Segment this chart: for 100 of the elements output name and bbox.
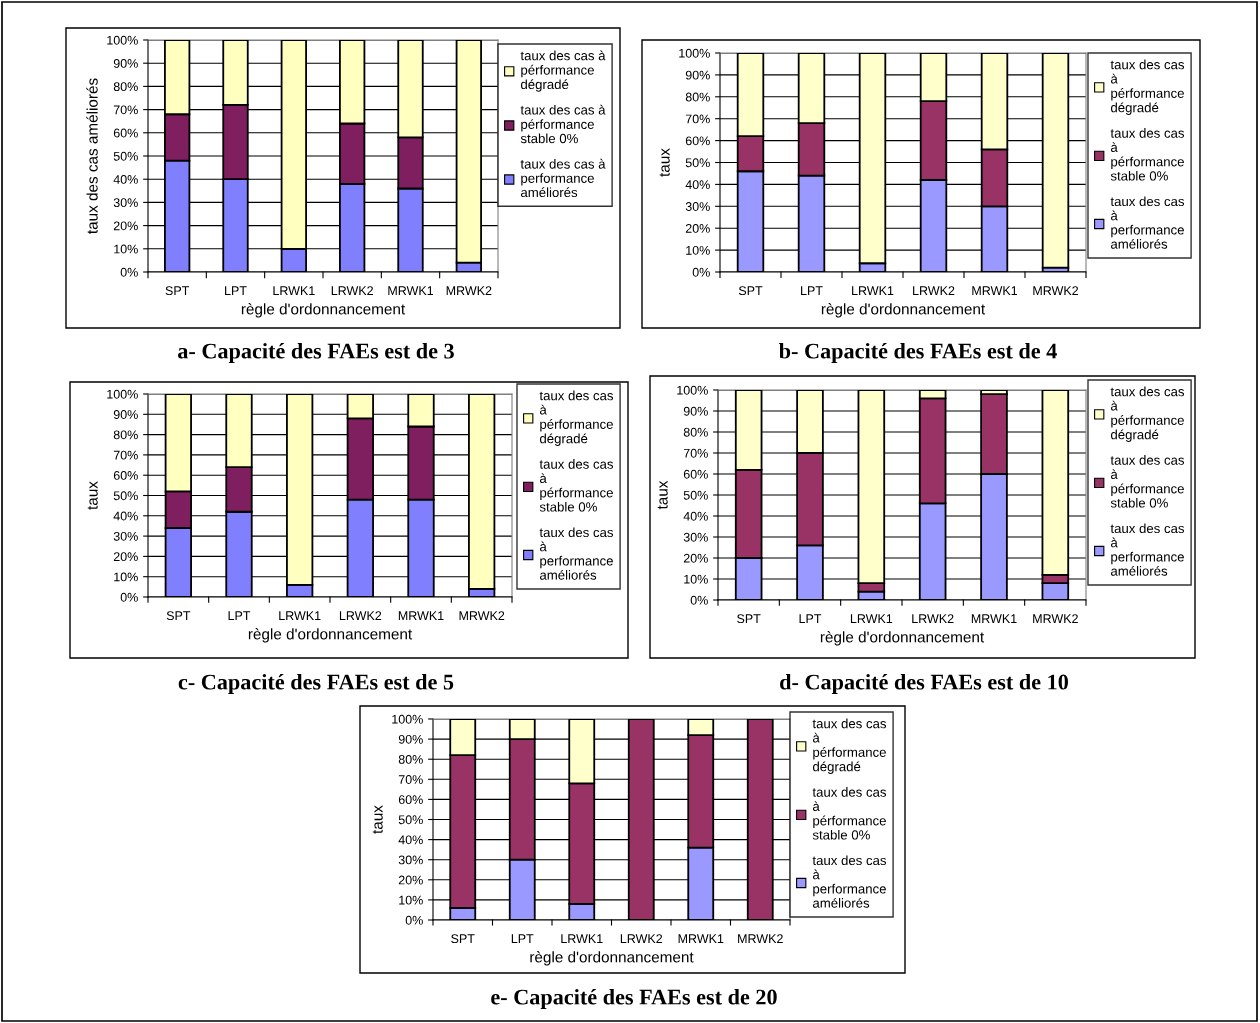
y-tick-label: 30%: [113, 198, 138, 208]
y-tick-label: 80%: [685, 92, 710, 102]
x-tick-label: LRWK2: [912, 614, 954, 623]
y-tick-label: 70%: [113, 450, 138, 460]
x-tick-label: SPT: [165, 286, 190, 296]
x-axis-title: règle d'ordonnancement: [248, 628, 413, 643]
y-tick-label: 30%: [683, 532, 708, 542]
y-tick-label: 50%: [113, 151, 138, 161]
y-tick-label: 40%: [113, 175, 138, 184]
y-tick-label: 70%: [398, 775, 423, 784]
legend-label: taux des cas à pérformance dégradé: [1110, 386, 1185, 442]
x-tick-label: LRWK2: [331, 286, 373, 295]
legend-label: taux des cas à performance améliorés: [812, 855, 887, 908]
legend-label: taux des cas à performance améliorés: [1110, 523, 1185, 576]
x-tick-label: LPT: [225, 286, 247, 295]
legend-label: taux des cas à pérformance stable 0%: [539, 459, 614, 512]
x-tick-label: LRWK1: [561, 934, 603, 943]
y-tick-label: 60%: [685, 136, 710, 146]
x-axis-title: règle d'ordonnancement: [821, 303, 986, 318]
legend-label: taux des cas à pérformance stable 0%: [520, 104, 606, 144]
y-tick-label: 0%: [690, 595, 708, 605]
legend-label: taux des cas à pérformance dégradé: [812, 718, 887, 774]
legend-label: taux des cas à performance améliorés: [520, 158, 606, 198]
x-tick-label: LRWK1: [279, 611, 321, 620]
x-tick-label: MRWK2: [446, 286, 492, 295]
y-axis-title: taux: [657, 480, 668, 510]
y-tick-label: 40%: [683, 511, 708, 521]
y-axis-title: taux: [372, 805, 383, 834]
x-tick-label: MRWK1: [678, 934, 724, 943]
y-tick-label: 20%: [398, 875, 423, 885]
legend-label: taux des cas à pérformance stable 0%: [1110, 128, 1185, 181]
y-tick-label: 40%: [685, 180, 710, 190]
y-tick-label: 100%: [107, 389, 138, 399]
y-axis-title: taux: [659, 148, 670, 177]
x-tick-label: SPT: [738, 286, 763, 296]
x-tick-label: SPT: [166, 611, 191, 621]
y-tick-label: 90%: [398, 734, 423, 744]
text: b- Capacité des FAEs est de 4: [778, 342, 1057, 364]
x-tick-label: LRWK2: [339, 611, 382, 620]
x-tick-label: LPT: [799, 614, 822, 623]
x-tick-label: LPT: [801, 286, 823, 295]
legend-label: taux des cas à performance améliorés: [1110, 196, 1185, 249]
legend-label: taux des cas à pérformance stable 0%: [812, 787, 887, 840]
y-tick-label: 90%: [685, 70, 710, 80]
y-tick-label: 100%: [392, 714, 423, 724]
y-tick-label: 10%: [686, 245, 710, 255]
y-tick-label: 20%: [685, 224, 710, 233]
text: c- Capacité des FAEs est de 5: [178, 673, 454, 695]
y-tick-label: 100%: [677, 385, 708, 395]
x-tick-label: MRWK1: [388, 286, 434, 295]
y-tick-label: 30%: [113, 531, 138, 541]
y-tick-label: 0%: [120, 267, 138, 277]
y-tick-label: 20%: [113, 221, 138, 231]
x-tick-label: LRWK1: [273, 286, 315, 295]
y-tick-label: 10%: [114, 244, 138, 254]
y-tick-label: 70%: [113, 105, 138, 115]
y-tick-label: 10%: [684, 574, 708, 584]
y-tick-label: 80%: [398, 755, 423, 764]
text: a- Capacité des FAEs est de 3: [178, 342, 454, 364]
y-tick-label: 50%: [685, 158, 710, 168]
y-tick-label: 0%: [120, 592, 138, 602]
y-tick-label: 90%: [683, 406, 708, 416]
x-tick-label: MRWK1: [971, 614, 1017, 623]
text: d- Capacité des FAEs est de 10: [780, 673, 1068, 695]
y-tick-label: 20%: [683, 553, 708, 563]
y-axis-title: taux des cas améliorés: [86, 78, 98, 234]
y-tick-label: 50%: [398, 815, 423, 825]
y-tick-label: 30%: [685, 202, 710, 211]
y-tick-label: 60%: [683, 469, 708, 479]
y-tick-label: 100%: [107, 35, 138, 45]
y-tick-label: 40%: [113, 511, 138, 521]
y-tick-label: 50%: [683, 490, 708, 500]
x-tick-label: LRWK1: [850, 614, 893, 623]
x-tick-label: MRWK1: [398, 611, 444, 620]
x-tick-label: SPT: [451, 934, 475, 944]
y-tick-label: 40%: [398, 835, 423, 845]
y-tick-label: 20%: [113, 552, 138, 562]
x-tick-label: LRWK2: [913, 286, 955, 295]
y-tick-label: 10%: [399, 895, 423, 905]
y-tick-label: 80%: [113, 82, 138, 92]
y-tick-label: 70%: [683, 448, 708, 458]
x-tick-label: LPT: [511, 934, 534, 943]
x-tick-label: MRWK2: [1033, 286, 1079, 295]
y-tick-label: 70%: [685, 114, 710, 124]
y-tick-label: 90%: [113, 410, 138, 419]
x-axis-title: règle d'ordonnancement: [820, 631, 985, 646]
y-tick-label: 60%: [113, 471, 138, 480]
y-tick-label: 0%: [405, 915, 423, 925]
y-tick-label: 90%: [113, 59, 138, 68]
x-axis-title: règle d'ordonnancement: [530, 951, 694, 966]
legend-label: taux des cas à performance améliorés: [539, 527, 614, 580]
x-tick-label: MRWK2: [1033, 614, 1078, 623]
y-axis-title: taux: [87, 481, 98, 510]
legend-label: taux des cas à pérformance dégradé: [1110, 59, 1185, 115]
x-axis-title: règle d'ordonnancement: [241, 303, 406, 318]
y-tick-label: 60%: [398, 795, 423, 805]
legend-label: taux des cas à pérformance dégradé: [520, 50, 606, 92]
x-tick-label: MRWK2: [738, 934, 783, 943]
x-tick-label: LPT: [228, 611, 251, 620]
x-tick-label: LRWK1: [852, 286, 894, 295]
